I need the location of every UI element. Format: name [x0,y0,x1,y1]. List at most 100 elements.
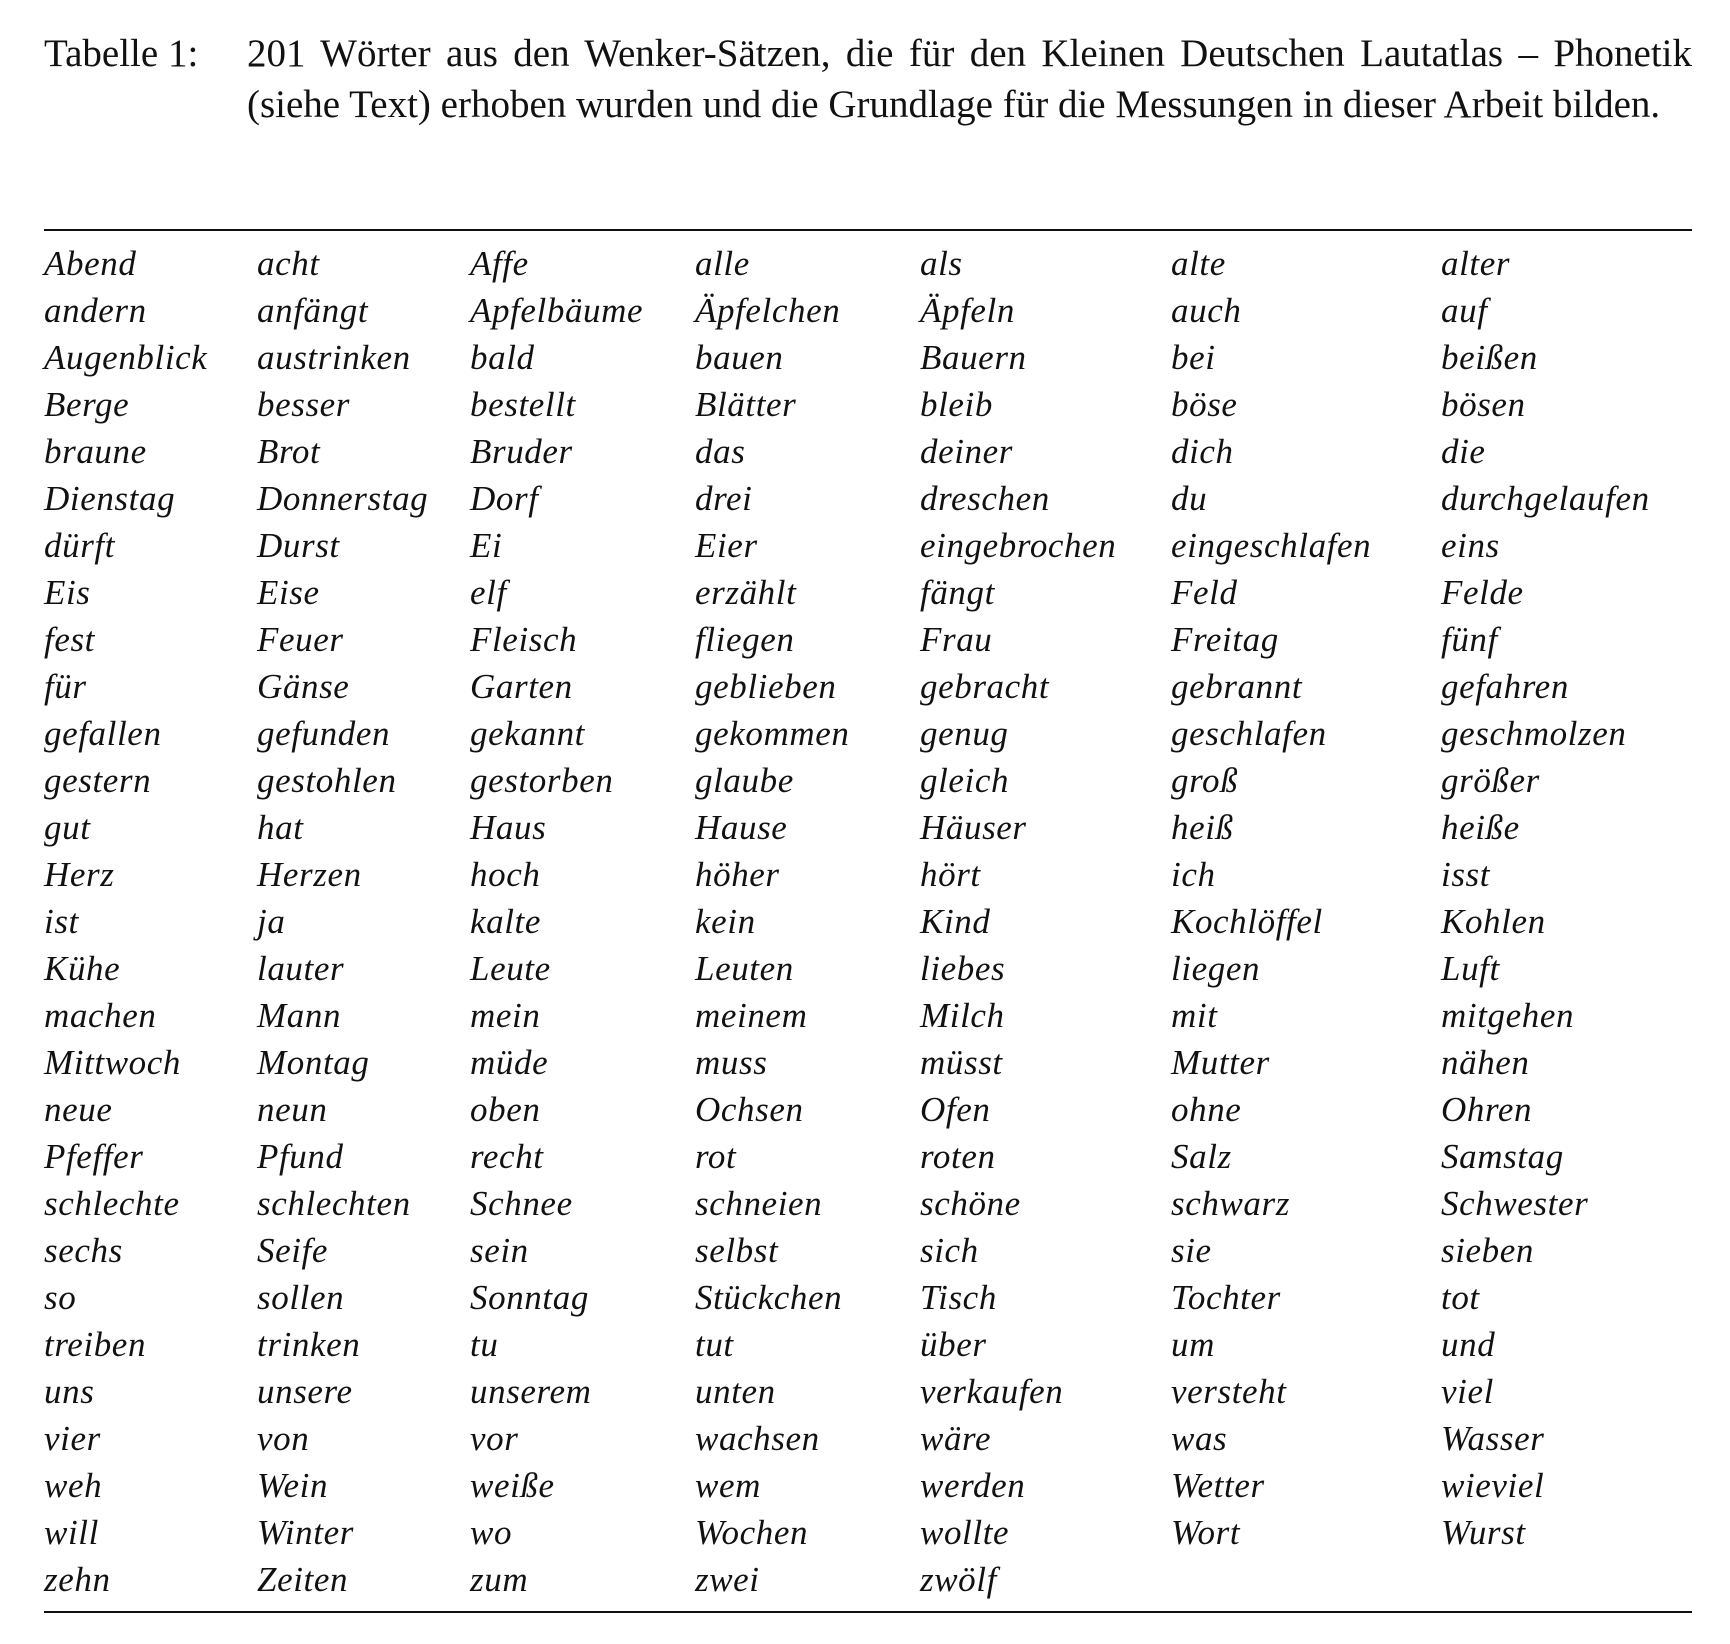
word-cell: Wurst [1441,1513,1526,1552]
word-cell: dürft [44,526,116,565]
word-cell: Wetter [1171,1466,1265,1505]
word-cell: Sonntag [470,1278,589,1317]
word-cell: neun [257,1090,328,1129]
word-cell: Kühe [44,949,121,988]
word-cell: Winter [257,1513,354,1552]
table-row: für Gänse Garten geblieben gebracht gebrannt g… [44,663,1704,710]
table-row: Kühe lauter Leute Leuten liebes liegen Luft [44,945,1704,992]
word-cell: Seife [257,1231,329,1270]
word-cell: trinken [257,1325,361,1364]
word-cell: bauen [695,338,784,377]
word-cell: eingebrochen [920,526,1117,565]
word-cell: ohne [1171,1090,1242,1129]
word-cell: schöne [920,1184,1021,1223]
word-cell: Wasser [1441,1419,1545,1458]
word-cell: Luft [1441,949,1500,988]
word-table-body: Abend acht Affe alle als alte alter andern anfän… [44,240,1704,1603]
word-cell: gestern [44,761,152,800]
word-cell: Herz [44,855,115,894]
word-cell: zehn [44,1560,111,1599]
word-cell: mitgehen [1441,996,1575,1035]
word-cell: vor [470,1419,519,1458]
word-cell: Ei [470,526,503,565]
table-row: machen Mann mein meinem Milch mit mitgehen [44,992,1704,1039]
word-cell: Frau [920,620,993,659]
word-cell: treiben [44,1325,147,1364]
word-cell: Haus [470,808,547,847]
table-caption: Tabelle 1: 201 Wörter aus den Wenker-Sät… [44,28,1692,130]
word-cell: kein [695,902,756,941]
word-cell: Durst [257,526,340,565]
word-cell: gestohlen [257,761,397,800]
word-cell: schwarz [1171,1184,1290,1223]
word-cell: lauter [257,949,345,988]
word-cell: Mittwoch [44,1043,182,1082]
word-cell: rot [695,1137,737,1176]
word-cell: schlechte [44,1184,180,1223]
word-cell: böse [1171,385,1238,424]
word-cell: gekannt [470,714,585,753]
word-table: Abend acht Affe alle als alte alter andern anfän… [44,240,1704,1603]
word-cell: kalte [470,902,542,941]
word-cell: vier [44,1419,101,1458]
word-cell: Milch [920,996,1005,1035]
table-row: neue neun oben Ochsen Ofen ohne Ohren [44,1086,1704,1133]
word-cell: gebrannt [1171,667,1303,706]
word-cell: liebes [920,949,1006,988]
caption-text: 201 Wörter aus den Wenker-Sätzen, die fü… [247,32,1692,126]
word-cell: Augenblick [44,338,208,377]
word-cell: Samstag [1441,1137,1564,1176]
bottom-rule [44,1611,1692,1613]
table-row: braune Brot Bruder das deiner dich die [44,428,1704,475]
word-cell: Bauern [920,338,1027,377]
word-cell: gefallen [44,714,162,753]
word-cell: größer [1441,761,1540,800]
word-cell: besser [257,385,351,424]
word-cell: will [44,1513,99,1552]
word-cell: sieben [1441,1231,1535,1270]
word-cell [1171,1556,1441,1603]
word-cell: Wochen [695,1513,809,1552]
word-cell: tut [695,1325,734,1364]
word-cell: verkaufen [920,1372,1064,1411]
word-cell: zum [470,1560,529,1599]
word-cell: Feld [1171,573,1238,612]
table-row: Pfeffer Pfund recht rot roten Salz Samstag [44,1133,1704,1180]
word-cell: bald [470,338,535,377]
word-cell: Tisch [920,1278,997,1317]
word-cell: hat [257,808,304,847]
word-cell: fünf [1441,620,1498,659]
word-cell: sein [470,1231,529,1270]
word-cell: mit [1171,996,1218,1035]
word-cell: Ofen [920,1090,991,1129]
word-cell: ich [1171,855,1216,894]
word-cell: Äpfeln [920,291,1015,330]
word-cell: Zeiten [257,1560,349,1599]
word-cell: Brot [257,432,321,471]
word-cell: Kohlen [1441,902,1546,941]
word-cell: weh [44,1466,103,1505]
word-cell: selbst [695,1231,779,1270]
word-cell: wäre [920,1419,992,1458]
word-cell: über [920,1325,987,1364]
word-cell: wachsen [695,1419,820,1458]
word-cell: Garten [470,667,573,706]
word-cell: von [257,1419,310,1458]
word-cell: Mann [257,996,342,1035]
word-cell: groß [1171,761,1239,800]
word-cell: gestorben [470,761,614,800]
table-row: gestern gestohlen gestorben glaube gleich gro… [44,757,1704,804]
word-cell: Leute [470,949,551,988]
word-cell: alte [1171,244,1226,283]
table-row: weh Wein weiße wem werden Wetter wieviel [44,1462,1704,1509]
word-cell: Dienstag [44,479,176,518]
table-row: Eis Eise elf erzählt fängt Feld Felde [44,569,1704,616]
table-row: gefallen gefunden gekannt gekommen genug gesc… [44,710,1704,757]
word-cell: bei [1171,338,1216,377]
word-cell: zwölf [920,1560,997,1599]
word-cell: nähen [1441,1043,1530,1082]
word-cell: müsst [920,1043,1003,1082]
word-cell: so [44,1278,77,1317]
word-cell: was [1171,1419,1228,1458]
table-row: gut hat Haus Hause Häuser heiß heiße [44,804,1704,851]
